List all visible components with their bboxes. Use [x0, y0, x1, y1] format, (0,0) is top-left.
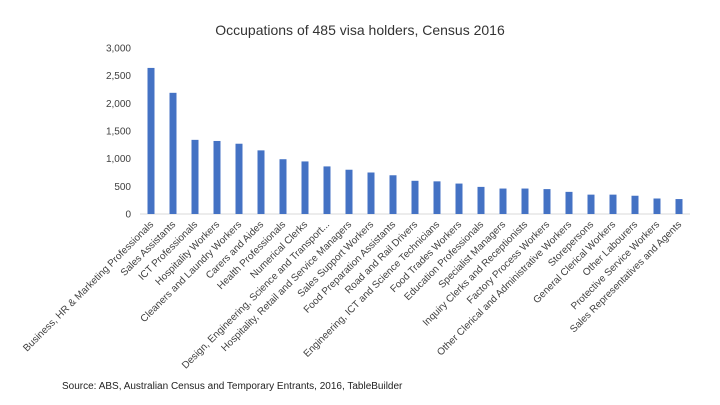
y-tick-label: 1,000	[106, 154, 131, 165]
bar	[279, 159, 287, 214]
bar	[301, 161, 309, 214]
bar	[433, 181, 441, 214]
x-tick-label: Business, HR & Marketing Professionals	[21, 219, 156, 354]
bar	[147, 67, 155, 214]
y-axis: 0 500 1,000 1,500 2,000 2,500 3,000	[106, 44, 131, 221]
y-tick-label: 3,000	[106, 44, 131, 55]
bar	[609, 194, 617, 214]
y-tick-label: 2,000	[106, 99, 131, 110]
bar	[411, 180, 419, 214]
y-tick-label: 1,500	[106, 127, 131, 138]
bar	[521, 188, 529, 214]
bar	[455, 183, 463, 214]
bar	[389, 175, 397, 214]
bars-group	[147, 67, 683, 214]
bar	[477, 186, 485, 214]
bar	[499, 188, 507, 214]
y-tick-label: 2,500	[106, 71, 131, 82]
source-note: Source: ABS, Australian Census and Tempo…	[62, 381, 403, 392]
chart-title: Occupations of 485 visa holders, Census …	[215, 22, 505, 38]
bar	[257, 150, 265, 214]
bar	[565, 191, 573, 214]
bar	[587, 194, 595, 214]
bar	[675, 199, 683, 214]
y-tick-label: 0	[125, 210, 131, 221]
bar	[631, 195, 639, 214]
bar	[543, 189, 551, 214]
bar	[345, 169, 353, 214]
bar	[169, 92, 177, 214]
bar	[213, 140, 221, 214]
bar	[653, 198, 661, 214]
x-axis: Business, HR & Marketing ProfessionalsSa…	[21, 219, 684, 371]
bar	[367, 172, 375, 214]
bar	[191, 139, 199, 214]
y-tick-label: 500	[114, 182, 131, 193]
bar	[235, 143, 243, 214]
bar	[323, 166, 331, 214]
